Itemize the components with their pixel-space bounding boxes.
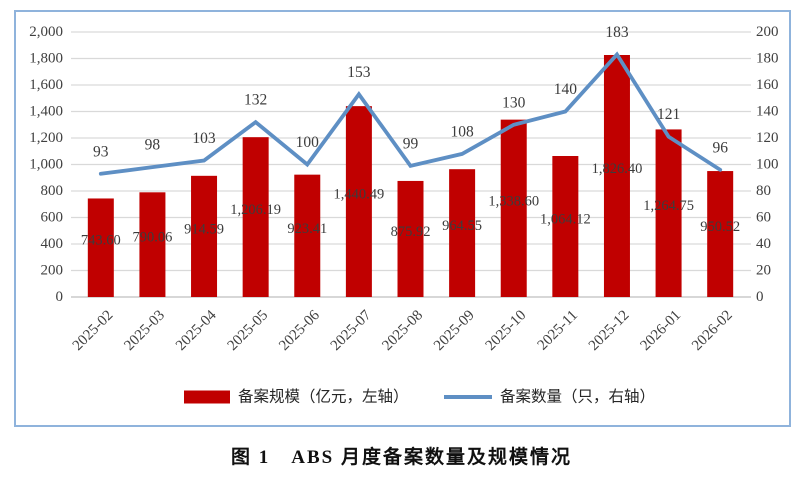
bar-value-label: 964.55 (442, 218, 482, 234)
bar-2025-05 (242, 137, 269, 297)
x-axis-tick-label: 2025-12 (586, 307, 633, 354)
left-axis-tick-label: 1,800 (29, 51, 63, 67)
right-axis-tick-label: 0 (756, 289, 764, 305)
line-value-label: 121 (657, 106, 680, 123)
x-axis-tick-label: 2025-05 (225, 307, 272, 354)
right-axis-tick-label: 140 (756, 104, 779, 120)
left-axis-tick-label: 1,200 (29, 130, 63, 146)
bar-2025-09 (449, 169, 476, 297)
line-value-label: 96 (712, 139, 728, 156)
x-axis-tick-label: 2025-06 (276, 307, 323, 354)
bar-value-label: 950.52 (700, 219, 740, 235)
left-axis-tick-label: 200 (41, 263, 64, 279)
figure-caption: 图 1 ABS 月度备案数量及规模情况 (231, 447, 572, 468)
bar-value-label: 1,440.49 (334, 187, 385, 203)
line-value-label: 153 (347, 64, 371, 81)
right-axis-tick-label: 100 (756, 157, 779, 173)
bar-2025-04 (191, 175, 218, 297)
x-axis-tick-label: 2026-01 (638, 307, 685, 354)
line-series (98, 51, 723, 176)
right-axis-tick-label: 80 (756, 183, 771, 199)
right-axis-tick-label: 200 (756, 24, 779, 40)
right-axis-tick-label: 60 (756, 210, 771, 226)
line-value-label: 93 (93, 143, 109, 160)
bar-value-label: 1,064.12 (540, 212, 591, 228)
bar-value-label: 743.60 (81, 233, 121, 249)
bar-value-label: 1,338.60 (488, 193, 539, 209)
bar-2025-11 (552, 156, 579, 297)
left-axis-tick-label: 400 (41, 236, 64, 252)
line-value-label: 130 (502, 94, 526, 111)
left-axis-tick-label: 800 (41, 183, 64, 199)
bar-value-label: 790.06 (132, 230, 172, 246)
right-axis-tick-label: 120 (756, 130, 779, 146)
line-value-label: 99 (403, 135, 419, 152)
right-axis-tick-label: 160 (756, 77, 779, 93)
bar-2025-08 (397, 180, 424, 297)
x-axis-tick-label: 2025-10 (483, 307, 530, 354)
bar-2025-12 (603, 55, 630, 297)
legend-label-bar: 备案规模（亿元，左轴） (238, 388, 409, 406)
left-axis-tick-label: 1,000 (29, 157, 63, 173)
x-axis-tick-label: 2025-08 (379, 307, 426, 354)
x-axis-tick-label: 2025-04 (173, 307, 220, 354)
bar-value-label: 1,264.75 (643, 198, 694, 214)
x-axis-tick-label: 2025-07 (328, 307, 375, 354)
bar-2025-07 (345, 106, 372, 298)
line-value-label: 100 (296, 134, 320, 151)
bar-value-label: 875.92 (391, 224, 431, 240)
right-axis-tick-label: 20 (756, 263, 771, 279)
bar-2025-02 (87, 198, 114, 297)
line-value-label: 98 (145, 137, 161, 154)
bar-2026-01 (655, 129, 682, 297)
x-axis-tick-label: 2025-03 (121, 307, 168, 354)
bar-2025-03 (139, 192, 166, 297)
abs-monthly-chart: 02004006008001,0001,2001,4001,6001,8002,… (29, 24, 779, 406)
bar-value-label: 1,826.40 (592, 161, 643, 177)
line-value-label: 132 (244, 92, 267, 109)
bar-value-label: 923.41 (287, 221, 327, 237)
x-axis-tick-label: 2026-02 (689, 307, 736, 354)
left-axis-tick-label: 1,600 (29, 77, 63, 93)
bar-2025-10 (500, 119, 527, 297)
line-value-label: 103 (192, 130, 216, 147)
bar-2025-06 (294, 174, 321, 297)
right-axis-tick-label: 40 (756, 236, 771, 252)
left-axis-tick-label: 1,400 (29, 104, 63, 120)
line-value-label: 108 (450, 123, 474, 140)
left-axis-tick-label: 0 (56, 289, 64, 305)
legend-label-line: 备案数量（只，右轴） (500, 388, 655, 406)
bar-2026-02 (707, 171, 734, 297)
line-value-label: 140 (554, 81, 578, 98)
line-value-label: 183 (605, 24, 629, 41)
x-axis-tick-label: 2025-09 (431, 307, 478, 354)
legend-swatch-bar (184, 390, 230, 404)
left-axis-tick-label: 600 (41, 210, 64, 226)
x-axis-tick-label: 2025-02 (70, 307, 117, 354)
chart-frame: 0 200 400 600 800 1,000 1,200 1,400 1,600 1,800 2,… (14, 10, 791, 427)
right-axis-tick-label: 180 (756, 51, 779, 67)
x-axis-tick-label: 2025-11 (535, 307, 581, 353)
left-axis-tick-label: 2,000 (29, 24, 63, 40)
bar-value-label: 914.59 (184, 221, 224, 237)
bar-value-label: 1,206.19 (230, 202, 281, 218)
